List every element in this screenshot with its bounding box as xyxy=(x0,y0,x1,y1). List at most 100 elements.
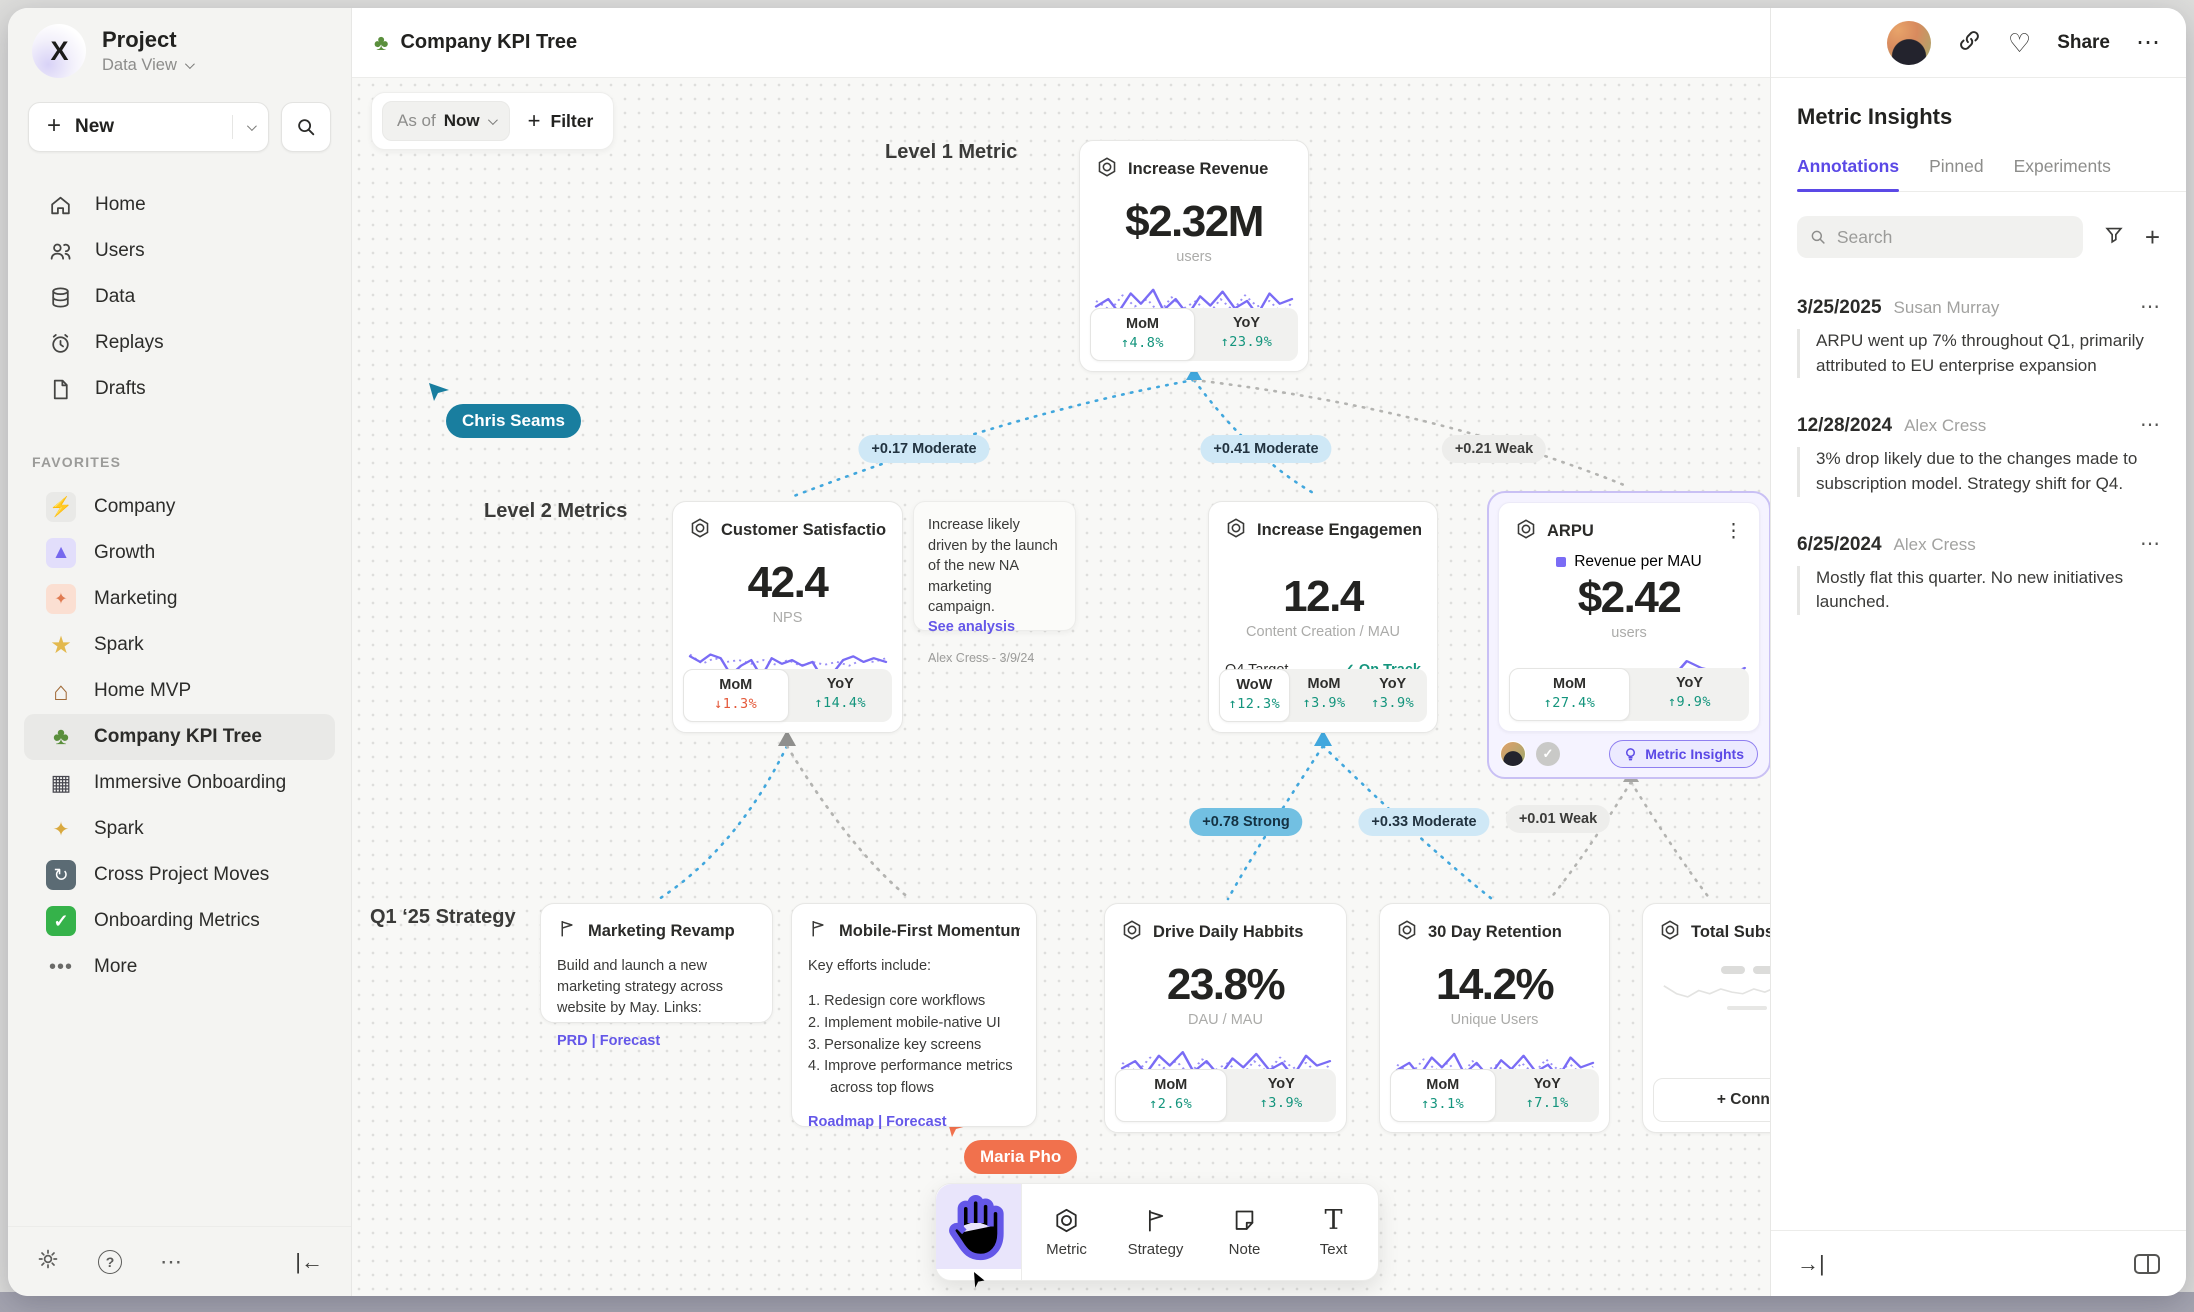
see-analysis-link[interactable]: See analysis xyxy=(928,618,1016,635)
collapse-sidebar-button[interactable]: |← xyxy=(295,1248,323,1274)
stat-mom[interactable]: MoM ↑3.9% xyxy=(1302,676,1346,711)
metric-insights-button[interactable]: Metric Insights xyxy=(1609,740,1758,768)
home-icon xyxy=(51,196,70,214)
search-input[interactable] xyxy=(1836,226,2071,248)
favorite-onboarding-metrics[interactable]: ✓ Onboarding Metrics xyxy=(24,898,335,944)
cursor-arrow-icon xyxy=(429,383,449,401)
metric-legend: Revenue per MAU xyxy=(1499,553,1759,571)
search-icon xyxy=(1811,230,1825,244)
strategy-links[interactable]: PRD | Forecast xyxy=(557,1033,661,1050)
metric-unit: Content Creation / MAU xyxy=(1246,624,1400,640)
stat-yoy[interactable]: YoY ↑7.1% xyxy=(1525,1076,1569,1111)
metric-card-30-day-retention[interactable]: 30 Day Retention 14.2% Unique Users MoM … xyxy=(1379,903,1610,1133)
sidebar-item-users[interactable]: Users xyxy=(8,228,351,274)
favorite-growth[interactable]: ▲ Growth xyxy=(24,530,335,576)
metric-card-daily-habits[interactable]: Drive Daily Habbits 23.8% DAU / MAU MoM … xyxy=(1104,903,1347,1133)
favorite-immersive-onboarding[interactable]: ▦ Immersive Onboarding xyxy=(24,760,335,806)
project-subtitle: Data View xyxy=(102,56,177,74)
sidebar-item-home[interactable]: Home xyxy=(8,182,351,228)
stat-mom[interactable]: MoM ↑3.1% xyxy=(1390,1069,1496,1122)
add-filter-button[interactable]: + Filter xyxy=(527,108,594,133)
favorites-more[interactable]: ••• More xyxy=(24,944,335,990)
project-switcher[interactable]: X Project Data View xyxy=(8,8,351,78)
chevron-down-icon[interactable] xyxy=(246,120,257,131)
tab-annotations[interactable]: Annotations xyxy=(1797,156,1900,192)
lightbulb-icon xyxy=(1626,747,1636,760)
metric-value: 12.4 xyxy=(1283,572,1364,621)
canvas-annotation-note[interactable]: Increase likely driven by the launch of … xyxy=(913,501,1076,665)
favorite-heart-button[interactable]: ♡ xyxy=(2007,27,2032,58)
favorite-spark[interactable]: ★ Spark xyxy=(24,622,335,668)
edge-label-weak: +0.21 Weak xyxy=(1441,435,1547,463)
note-tool[interactable]: Note xyxy=(1200,1184,1289,1280)
more-options-button[interactable]: ⋯ xyxy=(160,1248,182,1274)
annotation-item[interactable]: 6/25/2024 Alex Cress ⋯ Mostly flat this … xyxy=(1797,531,2160,615)
favorite-company[interactable]: ⚡ Company xyxy=(24,484,335,530)
metric-card-increase-engagement[interactable]: Increase Engagement 12.4 Content Creatio… xyxy=(1208,501,1438,733)
add-annotation-button[interactable]: + xyxy=(2144,222,2160,252)
strategy-card-marketing-revamp[interactable]: Marketing Revamp Build and launch a new … xyxy=(540,903,773,1049)
stat-mom[interactable]: MoM ↑27.4% xyxy=(1509,668,1630,721)
metric-card-arpu-selected[interactable]: ARPU ⋮ Revenue per MAU $2.42 users MoM ↑… xyxy=(1487,491,1771,779)
desktop-edge xyxy=(0,1292,2194,1312)
stat-wow[interactable]: WoW ↑12.3% xyxy=(1219,669,1290,722)
stat-mom[interactable]: MoM ↑4.8% xyxy=(1090,308,1195,361)
tab-experiments[interactable]: Experiments xyxy=(2013,156,2111,176)
annotation-item[interactable]: 12/28/2024 Alex Cress ⋯ 3% drop likely d… xyxy=(1797,412,2160,497)
metric-insights-panel: ♡ Share ⋯ Metric Insights Annotations Pi… xyxy=(1770,8,2186,1296)
annotation-item[interactable]: 3/25/2025 Susan Murray ⋯ ARPU went up 7%… xyxy=(1797,294,2160,379)
stat-yoy[interactable]: YoY ↑14.4% xyxy=(814,676,867,711)
favorite-company-kpi-tree[interactable]: ♣ Company KPI Tree xyxy=(24,714,335,760)
as-of-selector[interactable]: As of Now xyxy=(382,101,510,141)
panel-title: Metric Insights xyxy=(1797,104,1953,129)
favorite-marketing[interactable]: ✦ Marketing xyxy=(24,576,335,622)
user-avatar[interactable] xyxy=(1886,20,1931,65)
stat-yoy[interactable]: YoY ↑3.9% xyxy=(1259,1076,1303,1111)
text-tool[interactable]: T Text xyxy=(1319,1204,1348,1258)
users-icon xyxy=(50,243,71,260)
stat-mom[interactable]: MoM ↓1.3% xyxy=(683,669,789,722)
annotation-menu-icon[interactable]: ⋯ xyxy=(2140,532,2160,555)
strategy-links[interactable]: Roadmap | Forecast xyxy=(808,1113,947,1130)
strategy-tool[interactable]: Strategy xyxy=(1111,1184,1200,1280)
copy-link-button[interactable] xyxy=(1957,28,1982,58)
sidebar-item-replays[interactable]: Replays xyxy=(8,320,351,366)
more-menu-button[interactable]: ⋯ xyxy=(2136,29,2160,56)
strategy-card-mobile-first[interactable]: Mobile-First Momentum Key efforts includ… xyxy=(791,903,1037,1130)
flag-icon xyxy=(557,918,578,944)
search-button[interactable] xyxy=(281,102,331,152)
stat-mom[interactable]: MoM ↑2.6% xyxy=(1115,1069,1227,1122)
sidebar-item-drafts[interactable]: Drafts xyxy=(8,366,351,412)
metric-tool[interactable]: Metric xyxy=(1022,1184,1111,1280)
stat-yoy[interactable]: YoY ↑23.9% xyxy=(1220,315,1273,350)
project-view-selector[interactable]: Data View xyxy=(102,56,195,75)
metric-hexagon-icon xyxy=(1121,919,1143,946)
help-button[interactable]: ? xyxy=(98,1249,122,1274)
stat-yoy[interactable]: YoY ↑9.9% xyxy=(1667,675,1712,710)
sidebar-item-data[interactable]: Data xyxy=(8,274,351,320)
kebab-menu-icon[interactable]: ⋮ xyxy=(1724,521,1743,542)
filter-annotations-button[interactable] xyxy=(2103,224,2125,251)
settings-button[interactable] xyxy=(36,1247,60,1276)
metric-card-increase-revenue[interactable]: Increase Revenue $2.32M users MoM ↑4.8% … xyxy=(1079,140,1309,372)
document-title[interactable]: Company KPI Tree xyxy=(400,31,578,53)
annotation-menu-icon[interactable]: ⋯ xyxy=(2140,296,2160,318)
cyclone-icon: ↻ xyxy=(46,860,76,890)
layout-columns-button[interactable] xyxy=(2134,1253,2160,1274)
collapse-panel-button[interactable]: →| xyxy=(1797,1250,1825,1276)
new-button[interactable]: + New xyxy=(28,102,269,152)
canvas-filter-bar: As of Now + Filter xyxy=(371,92,615,150)
favorite-cross-project-moves[interactable]: ↻ Cross Project Moves xyxy=(24,852,335,898)
funnel-icon xyxy=(2105,227,2123,243)
favorite-spark-2[interactable]: ✦ Spark xyxy=(24,806,335,852)
stat-yoy[interactable]: YoY ↑3.9% xyxy=(1371,676,1415,711)
favorite-home-mvp[interactable]: ⌂ Home MVP xyxy=(24,668,335,714)
annotation-menu-icon[interactable]: ⋯ xyxy=(2140,414,2160,437)
tab-pinned[interactable]: Pinned xyxy=(1929,156,1984,176)
select-tool[interactable] xyxy=(936,1269,1021,1293)
metric-card-customer-satisfaction[interactable]: Customer Satisfaction 42.4 NPS MoM ↓1.3%… xyxy=(672,501,903,733)
share-button[interactable]: Share xyxy=(2057,31,2110,53)
database-icon xyxy=(52,286,69,308)
hand-tool-active[interactable] xyxy=(936,1184,1021,1269)
annotations-search[interactable] xyxy=(1797,216,2083,258)
